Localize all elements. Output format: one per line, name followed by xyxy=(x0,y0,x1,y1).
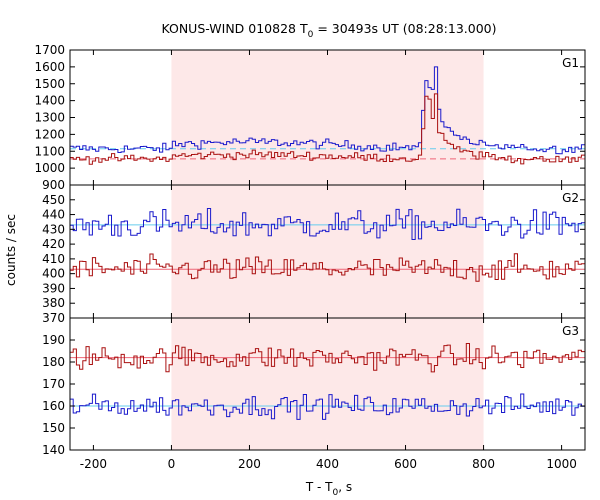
y-tick-label: 380 xyxy=(42,296,65,310)
y-tick-label: 430 xyxy=(42,222,65,236)
x-axis-title: T - T0, s xyxy=(305,480,352,498)
y-tick-label: 400 xyxy=(42,267,65,281)
panel-g3: 140 150 160 170 180 190 G3 xyxy=(42,317,586,457)
shaded-interval xyxy=(171,50,484,450)
y-tick-label: 410 xyxy=(42,252,65,266)
x-tick-label: 800 xyxy=(472,457,495,471)
series-red-g1 xyxy=(70,93,585,165)
y-tick-label: 370 xyxy=(42,311,65,325)
y-tick-label: 1000 xyxy=(34,161,65,175)
y-tick-label: 1500 xyxy=(34,77,65,91)
y-tick-label: 1200 xyxy=(34,127,65,141)
panel-g1: 900 1000 1100 1200 1300 1400 1500 1600 1700 G1 xyxy=(34,43,586,192)
series-blue-g3 xyxy=(70,393,585,420)
x-tick-label: -200 xyxy=(80,457,107,471)
panel-label: G1 xyxy=(562,56,579,70)
y-tick-label: 450 xyxy=(42,193,65,207)
y-tick-label: 140 xyxy=(42,443,65,457)
series-red-g3 xyxy=(70,343,585,373)
series-blue-g1 xyxy=(70,66,585,155)
y-tick-label: 190 xyxy=(42,333,65,347)
x-tick-label: 600 xyxy=(394,457,417,471)
y-tick-label: 1700 xyxy=(34,43,65,57)
y-tick-label: 900 xyxy=(42,178,65,192)
y-tick-label: 1100 xyxy=(34,144,65,158)
y-tick-label: 1600 xyxy=(34,60,65,74)
x-tick-label: 400 xyxy=(316,457,339,471)
y-tick-label: 1400 xyxy=(34,94,65,108)
y-tick-label: 160 xyxy=(42,399,65,413)
x-tick-label: 0 xyxy=(168,457,176,471)
y-tick-label: 420 xyxy=(42,237,65,251)
y-tick-label: 150 xyxy=(42,421,65,435)
series-red-g2 xyxy=(70,253,585,282)
y-tick-label: 390 xyxy=(42,281,65,295)
x-tick-label: 200 xyxy=(238,457,261,471)
y-tick-label: 1300 xyxy=(34,111,65,125)
x-tick-label: 1000 xyxy=(546,457,577,471)
chart-title: KONUS-WIND 010828 T0 = 30493s UT (08:28:… xyxy=(161,21,496,40)
y-tick-label: 170 xyxy=(42,377,65,391)
series-blue-g2 xyxy=(70,208,585,240)
y-tick-label: 180 xyxy=(42,355,65,369)
y-tick-label: 440 xyxy=(42,208,65,222)
panel-label: G3 xyxy=(562,324,579,338)
plot-area: 90010001100120013001400150016001700G1370… xyxy=(34,43,586,471)
panel-label: G2 xyxy=(562,191,579,205)
y-axis-title: counts / sec xyxy=(4,214,18,286)
